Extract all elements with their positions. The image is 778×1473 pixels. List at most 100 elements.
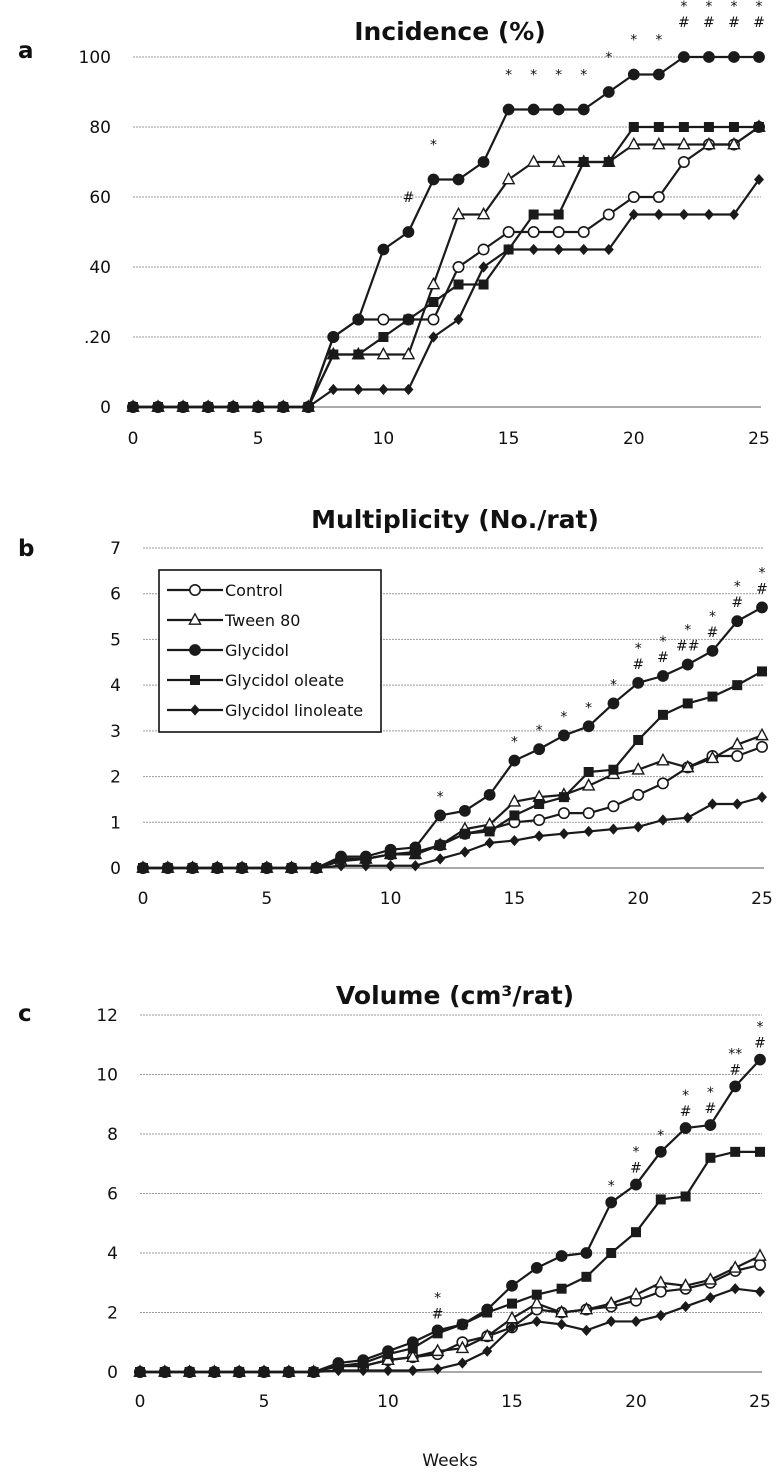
data-point bbox=[138, 862, 148, 874]
data-point bbox=[583, 825, 594, 838]
legend-label: Glycidol linoleate bbox=[225, 701, 363, 720]
significance-mark: * bbox=[709, 609, 716, 625]
data-point bbox=[153, 401, 164, 413]
data-point bbox=[707, 798, 718, 810]
y-tick-label: 80 bbox=[89, 118, 111, 138]
significance-mark: * bbox=[680, 0, 687, 15]
data-point bbox=[680, 759, 695, 773]
x-tick-label: 20 bbox=[625, 1392, 647, 1412]
significance-mark: * bbox=[580, 68, 587, 84]
data-point bbox=[259, 1366, 269, 1378]
data-point bbox=[478, 279, 489, 290]
x-tick-label: 15 bbox=[501, 1392, 523, 1412]
data-point bbox=[482, 1345, 493, 1357]
data-point bbox=[378, 383, 389, 396]
data-point bbox=[237, 862, 248, 874]
data-point bbox=[527, 226, 540, 239]
data-point bbox=[376, 346, 391, 360]
data-point bbox=[184, 1366, 195, 1378]
x-tick-label: 15 bbox=[498, 429, 520, 449]
data-point bbox=[577, 226, 590, 239]
data-point bbox=[558, 792, 569, 803]
data-point bbox=[508, 754, 521, 767]
y-tick-label: 7 bbox=[110, 539, 121, 559]
data-point bbox=[581, 1324, 592, 1336]
significance-mark: * bbox=[585, 700, 592, 716]
data-point bbox=[527, 103, 540, 116]
data-point bbox=[754, 173, 764, 186]
data-point bbox=[606, 1315, 617, 1328]
data-point bbox=[308, 1366, 319, 1378]
data-point bbox=[533, 813, 546, 826]
data-point bbox=[555, 1250, 568, 1262]
x-tick-label: 25 bbox=[749, 1392, 771, 1412]
data-point bbox=[478, 261, 489, 273]
series-glycidol-linoleate bbox=[128, 173, 764, 413]
data-point bbox=[657, 709, 668, 720]
significance-mark: # bbox=[756, 581, 768, 597]
chart-title: Multiplicity (No./rat) bbox=[311, 505, 599, 534]
data-point bbox=[452, 260, 465, 273]
data-point bbox=[656, 752, 670, 766]
series-line bbox=[143, 796, 763, 870]
data-point bbox=[403, 314, 414, 325]
data-point bbox=[633, 735, 644, 745]
data-point bbox=[452, 173, 465, 186]
significance-mark: * bbox=[657, 1128, 664, 1144]
data-point bbox=[530, 1295, 544, 1309]
data-point bbox=[577, 103, 590, 116]
significance-mark: * bbox=[684, 623, 691, 639]
significance-mark: ** bbox=[728, 1046, 742, 1062]
data-point bbox=[353, 349, 364, 360]
x-tick-label: 20 bbox=[627, 889, 649, 909]
y-tick-label: 4 bbox=[110, 676, 121, 696]
significance-mark: * bbox=[730, 0, 737, 15]
y-tick-label: 60 bbox=[89, 188, 111, 208]
chart-title: Incidence (%) bbox=[354, 17, 546, 46]
data-point bbox=[728, 51, 740, 63]
data-point bbox=[502, 103, 515, 116]
data-point bbox=[631, 1227, 641, 1238]
significance-mark: # bbox=[707, 625, 719, 641]
data-point bbox=[482, 1307, 493, 1318]
y-tick-label: 4 bbox=[107, 1244, 118, 1264]
data-point bbox=[402, 226, 415, 238]
data-point bbox=[558, 828, 569, 840]
data-point bbox=[503, 243, 514, 256]
data-point bbox=[677, 51, 690, 63]
data-point bbox=[228, 401, 239, 413]
data-point bbox=[627, 136, 641, 150]
data-point bbox=[678, 122, 689, 132]
data-point bbox=[385, 860, 396, 872]
significance-mark: * bbox=[759, 565, 766, 581]
data-point bbox=[360, 853, 371, 864]
data-point bbox=[427, 313, 440, 326]
data-point bbox=[477, 243, 490, 256]
data-point bbox=[755, 740, 768, 753]
data-point bbox=[682, 812, 693, 824]
data-point bbox=[534, 799, 545, 809]
legend-label: Glycidol bbox=[225, 641, 289, 660]
y-tick-label: 6 bbox=[110, 585, 121, 605]
data-point bbox=[403, 383, 414, 396]
data-point bbox=[552, 103, 565, 116]
data-point bbox=[727, 136, 741, 150]
data-point bbox=[582, 807, 595, 820]
data-point bbox=[729, 1080, 742, 1093]
significance-mark: * bbox=[635, 641, 642, 657]
data-point bbox=[434, 809, 447, 822]
data-point bbox=[533, 743, 546, 756]
data-point bbox=[432, 1363, 443, 1375]
significance-mark: * bbox=[734, 579, 741, 595]
data-point bbox=[631, 1315, 641, 1328]
data-point bbox=[578, 157, 589, 167]
data-point bbox=[428, 297, 439, 307]
x-tick-label: 5 bbox=[261, 889, 272, 909]
data-point bbox=[602, 208, 615, 221]
data-point bbox=[360, 860, 371, 872]
x-tick-label: 10 bbox=[373, 429, 395, 449]
data-point bbox=[755, 1286, 765, 1298]
y-tick-label: 2 bbox=[110, 768, 121, 788]
data-point bbox=[457, 1319, 468, 1330]
